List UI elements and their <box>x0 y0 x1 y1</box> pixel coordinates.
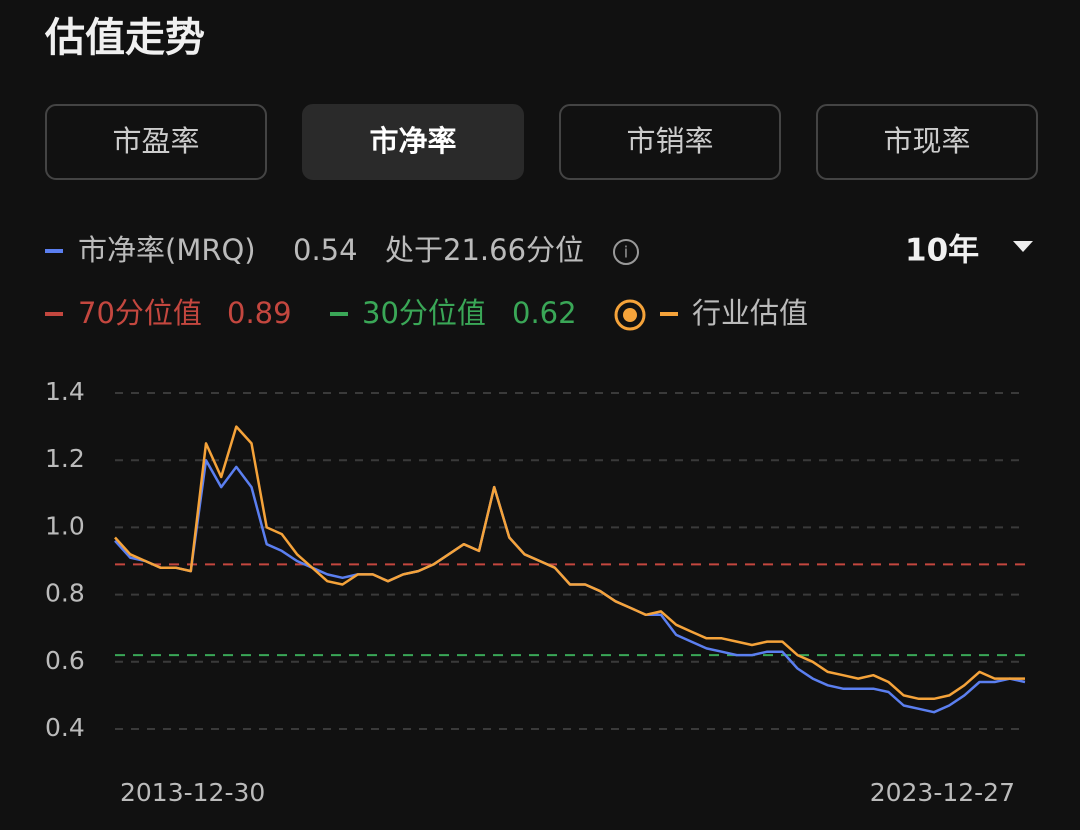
tab-label[interactable]: 市盈率 <box>112 124 199 158</box>
tab[interactable] <box>816 104 1038 180</box>
period-select[interactable]: 10年 <box>905 233 979 269</box>
data-line <box>114 425 1025 701</box>
y-tick-label: 0.8 <box>45 579 85 608</box>
dropdown-arrow[interactable] <box>1013 241 1033 252</box>
legend-label: 70分位值 <box>78 296 202 330</box>
legend-label: 行业估值 <box>692 296 808 330</box>
y-tick-label: 1.0 <box>45 511 85 540</box>
tab-label[interactable]: 市现率 <box>883 124 970 158</box>
y-tick-label: 1.2 <box>45 444 85 473</box>
tab-bar: 市盈率 市净率 市销率 市现率 <box>45 104 1038 180</box>
plot: 0.4 0.6 0.8 1.0 1.2 1.4 2013-12-30 2023-12-27 <box>45 377 1026 807</box>
tab-label[interactable]: 市销率 <box>626 124 713 158</box>
y-tick-label: 0.4 <box>45 713 85 742</box>
info-icon[interactable] <box>613 239 639 265</box>
tab-label[interactable]: 市净率 <box>369 124 456 158</box>
y-tick-label: 1.4 <box>45 377 85 406</box>
page-title: 估值走势 <box>44 15 205 61</box>
legend-value: 0.89 <box>227 296 292 330</box>
percentile-text: 处于21.66分位 <box>385 233 584 267</box>
tab[interactable] <box>45 104 267 180</box>
x-tick-label: 2023-12-27 <box>870 778 1015 807</box>
legend-swatch <box>623 308 637 322</box>
x-tick-label: 2013-12-30 <box>120 778 265 807</box>
tab[interactable] <box>302 104 524 180</box>
info-icon-glyph: i <box>624 243 628 262</box>
tab[interactable] <box>559 104 781 180</box>
legend-swatch <box>614 299 646 331</box>
legend-value: 0.62 <box>512 296 577 330</box>
legend-label: 30分位值 <box>362 296 486 330</box>
current-value: 0.54 <box>293 233 358 267</box>
y-tick-label: 0.6 <box>45 646 85 675</box>
legend-label: 市净率(MRQ) <box>78 233 256 267</box>
